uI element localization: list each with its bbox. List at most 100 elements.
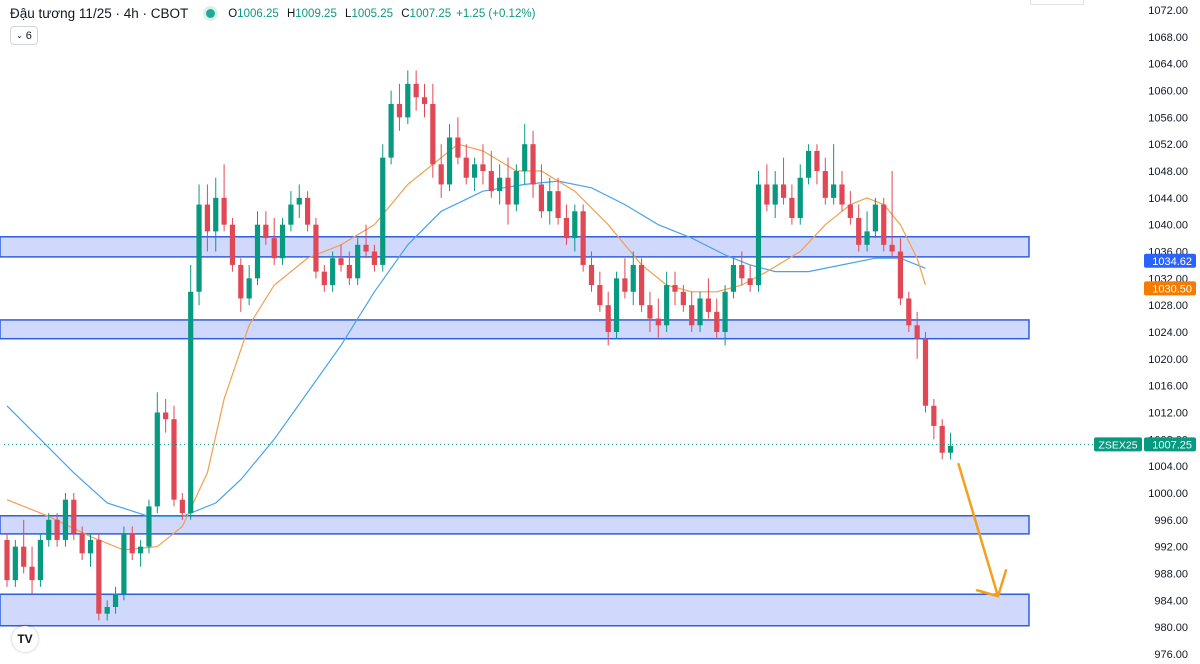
candle-body (538, 184, 544, 212)
candle (221, 164, 227, 232)
candle (764, 164, 770, 212)
candle (563, 204, 570, 245)
candle-body (705, 298, 711, 312)
candle (530, 130, 536, 198)
candle (555, 177, 561, 225)
price-axis[interactable]: 1072.00 1068.00 1064.00 1060.00 1056.00 1052.… (1094, 0, 1200, 664)
candle-body (789, 197, 795, 218)
candle-body (764, 184, 770, 205)
ohlc-values: O1006.25 H1009.25 L1005.25 C1007.25 (228, 8, 456, 20)
candle (522, 124, 528, 185)
candle (831, 144, 837, 205)
candle-body (580, 211, 586, 265)
candle-body (388, 103, 394, 158)
candle (421, 83, 428, 118)
candle-body (4, 539, 10, 581)
candle-body (355, 244, 361, 279)
candle (154, 392, 160, 514)
candle-body (488, 171, 494, 192)
candle-body (505, 177, 511, 205)
symbol-title[interactable]: Đậu tương 11/25 · 4h · CBOT (10, 6, 189, 21)
candle (480, 144, 486, 185)
candle-body (37, 539, 43, 581)
candle-body (755, 184, 762, 286)
candle-body (79, 533, 85, 554)
price-tick-label: 976.00 (1154, 649, 1188, 661)
price-tag-box (1144, 281, 1196, 296)
candle-body (138, 546, 144, 554)
candle-body (254, 224, 261, 279)
candle-body (530, 144, 536, 185)
indicators-toggle-button[interactable]: ⌄ 6 (10, 26, 38, 45)
candle-body (697, 298, 703, 326)
candle (705, 278, 711, 319)
candle-body (29, 566, 35, 581)
axis-settings-tab[interactable] (1030, 0, 1084, 5)
candle (739, 251, 745, 286)
price-tag: 1034.62 (1144, 253, 1196, 268)
candle-body (472, 164, 478, 178)
candle (722, 285, 728, 346)
price-tick-label: 1024.00 (1148, 327, 1188, 339)
candle (872, 197, 878, 239)
candle (814, 144, 820, 185)
market-status-icon (206, 9, 216, 18)
candle-body (71, 499, 77, 534)
candle (463, 144, 469, 185)
candle-body (438, 164, 444, 185)
candle (605, 291, 611, 346)
candle-body (171, 419, 177, 500)
candle (129, 526, 135, 561)
axis-background (1140, 0, 1200, 664)
candle (446, 124, 453, 192)
candle (772, 171, 778, 218)
candle (179, 492, 185, 520)
price-zone-3 (0, 515, 1030, 535)
candle (881, 197, 887, 252)
candle-body (313, 224, 319, 272)
candle (856, 204, 862, 252)
tradingview-logo-icon[interactable]: TV (12, 626, 38, 652)
candle-body (605, 305, 611, 332)
candle-body (822, 171, 828, 198)
candle (914, 311, 920, 359)
candle (288, 191, 294, 232)
candle (639, 258, 645, 312)
candle-body (371, 251, 377, 265)
candle (714, 298, 720, 339)
candle-body (380, 157, 386, 265)
candle-body (405, 83, 411, 118)
symbol-tag-box (1094, 437, 1142, 452)
symbol-header: Đậu tương 11/25 · 4h · CBOT O1006.25 H10… (10, 6, 535, 21)
candle-body (213, 197, 219, 232)
candle (672, 271, 678, 306)
arrow-shaft (957, 462, 1000, 598)
price-zone-1 (0, 236, 1030, 258)
candle-body (154, 412, 160, 507)
candle (196, 184, 202, 306)
candle (438, 144, 444, 198)
candle-body (12, 546, 18, 581)
candle (413, 70, 419, 111)
candle-body (664, 285, 670, 326)
price-tag-label: 1034.62 (1152, 256, 1192, 268)
candle (271, 217, 277, 265)
candle (655, 298, 661, 339)
candle-body (455, 137, 461, 158)
projection-arrow (957, 462, 1008, 598)
candle-body (513, 171, 519, 205)
candle-body (630, 264, 636, 292)
candle (163, 399, 169, 433)
candle-body (112, 593, 119, 607)
candle-body (413, 83, 419, 98)
high-label: H (286, 7, 296, 20)
candle (430, 83, 436, 178)
candle (889, 171, 895, 259)
price-tick-label: 1048.00 (1148, 166, 1188, 178)
candle (171, 405, 177, 507)
price-tick-label: 980.00 (1154, 622, 1188, 634)
price-tick-label: 996.00 (1154, 515, 1188, 527)
candle (747, 264, 753, 292)
